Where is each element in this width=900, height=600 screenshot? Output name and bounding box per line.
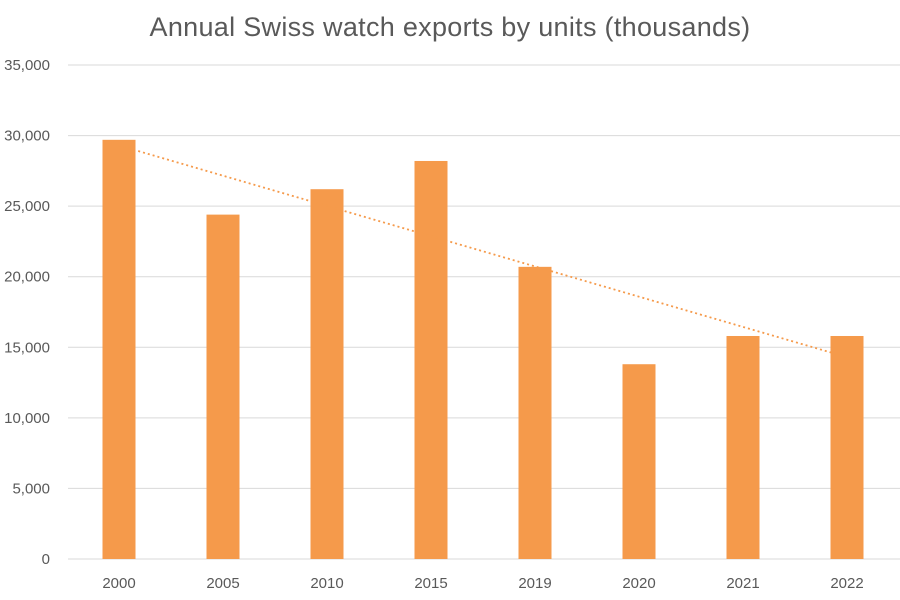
- gridlines: [68, 64, 900, 560]
- y-tick-label: 15,000: [4, 339, 50, 356]
- x-tick-label: 2021: [726, 575, 759, 592]
- bar-2020: [622, 364, 656, 559]
- bar-2022: [830, 335, 864, 559]
- x-tick-label: 2019: [518, 575, 551, 592]
- x-tick-label: 2022: [830, 575, 863, 592]
- bar-2015: [414, 160, 448, 559]
- y-tick-label: 35,000: [4, 57, 50, 74]
- bar-2019: [518, 266, 552, 559]
- bar-2021: [726, 335, 760, 559]
- bar-2010: [310, 189, 344, 559]
- x-tick-label: 2005: [206, 575, 239, 592]
- y-axis-tick-labels: 0 5,000 10,000 15,000 20,000 25,000 30,000 35,0…: [4, 57, 50, 568]
- x-tick-label: 2015: [414, 575, 447, 592]
- chart-title: Annual Swiss watch exports by units (tho…: [149, 12, 751, 42]
- x-tick-label: 2000: [102, 575, 135, 592]
- bar-2000: [102, 139, 136, 559]
- y-tick-label: 25,000: [4, 198, 50, 215]
- bar-2005: [206, 214, 240, 559]
- x-tick-label: 2020: [622, 575, 655, 592]
- y-tick-label: 5,000: [12, 480, 50, 497]
- y-tick-label: 20,000: [4, 269, 50, 286]
- y-tick-label: 0: [42, 551, 50, 568]
- y-tick-label: 10,000: [4, 410, 50, 427]
- trendline-layer: [118, 144, 848, 359]
- trendline: [118, 144, 848, 359]
- x-tick-label: 2010: [310, 575, 343, 592]
- y-tick-label: 30,000: [4, 128, 50, 145]
- x-axis-tick-labels: 2000 2005 2010 2015 2019 2020 2021 2022: [102, 575, 863, 592]
- bars: [102, 139, 864, 559]
